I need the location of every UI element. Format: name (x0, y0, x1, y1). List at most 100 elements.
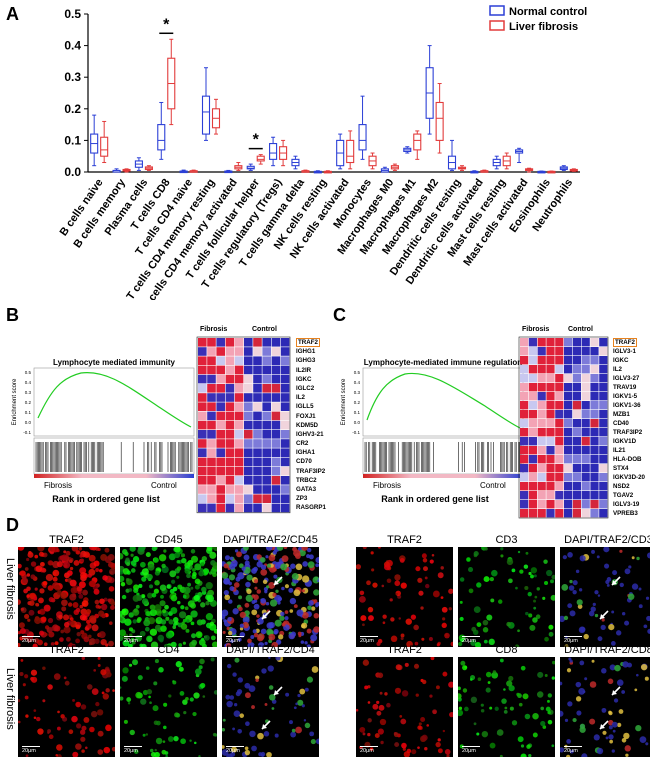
gene-label: CD40 (613, 420, 629, 428)
normal-box (492, 155, 501, 170)
normal-box (313, 170, 322, 174)
micrograph-image: 20μm (222, 657, 319, 757)
panel-letter-d: D (6, 515, 19, 535)
fibrosis-box (144, 165, 153, 171)
gsea-ytick: 0.0 (354, 420, 361, 425)
gsea-right-label-c: Control (480, 481, 506, 490)
micrograph-title: CD3 (495, 534, 518, 546)
gene-label: IGKV1D (613, 438, 637, 446)
normal-box (358, 95, 367, 160)
gene-label: STX4 (613, 465, 629, 473)
gsea-hit-bars-c (364, 442, 522, 472)
gene-label: IGLL5 (296, 403, 314, 411)
highlight-gene: TRAF2 (613, 338, 637, 347)
panel-letter-c: C (333, 305, 346, 325)
gsea-right-label-b: Control (151, 481, 177, 490)
fibrosis-box (435, 83, 444, 154)
gsea-yticks-c: 0.5 0.4 0.3 0.2 0.1 0.0 -0.1 (352, 370, 360, 435)
fibrosis-box (279, 139, 288, 167)
fibrosis-box (167, 38, 176, 126)
gsea-title-b: Lymphocyte mediated immunity (53, 358, 176, 367)
normal-box (112, 168, 121, 173)
normal-box (515, 147, 524, 164)
micrograph-title: TRAF2 (49, 644, 84, 656)
gsea-ytick: 0.4 (25, 380, 32, 385)
scale-bar-label: 20μm (462, 748, 476, 754)
gene-label: TRAF3IP2 (613, 429, 643, 437)
gsea-ylabel-c: Enrichment score (341, 378, 347, 425)
gsea-xlabel-b: Rank in ordered gene list (52, 494, 160, 504)
gene-label: IGHG1 (296, 348, 316, 356)
gene-label: IGLV3-1 (613, 348, 636, 356)
micrograph-title: TRAF2 (387, 644, 422, 656)
gene-label: IGKC (613, 357, 629, 365)
gsea-ytick: 0.1 (354, 410, 361, 415)
normal-box (425, 45, 434, 135)
heatmap-group-fibrosis-c: Fibrosis (522, 326, 550, 333)
gsea-ytick: 0.0 (25, 420, 32, 425)
y-tick-label: 0.0 (64, 165, 81, 179)
scale-bar-label: 20μm (124, 748, 138, 754)
normal-box (246, 163, 255, 171)
gene-label: IL2IR (296, 366, 312, 374)
normal-box (201, 67, 211, 141)
gsea-ytick: 0.2 (354, 400, 361, 405)
gsea-ytick: 0.3 (25, 390, 32, 395)
heatmap-c: Fibrosis Control TRAF2 IGLV3-1 IGKC IL2 IGLV… (518, 322, 650, 519)
micrograph-title: TRAF2 (49, 534, 84, 546)
gsea-ylabel-b: Enrichment score (12, 378, 18, 425)
gsea-plot-c: Lymphocyte-mediated immune regulation 0.… (341, 358, 524, 504)
micrograph-image: 20μm (120, 657, 217, 757)
scale-bar-label: 20μm (462, 638, 476, 644)
fibrosis-box (122, 168, 131, 173)
normal-box (336, 133, 345, 170)
normal-box (157, 101, 166, 160)
y-tick-label: 0.4 (64, 39, 81, 53)
fibrosis-box (323, 170, 332, 174)
gsea-ytick: 0.3 (354, 390, 361, 395)
y-tick-label: 0.1 (64, 133, 81, 147)
micrograph-title: CD8 (495, 644, 518, 656)
heatmap-b: Fibrosis Control TRAF2 IGHG1 IGHG3 IL2IR IGK… (196, 322, 336, 514)
fibrosis-box (346, 130, 355, 170)
scale-bar-label: 20μm (22, 748, 36, 754)
highlight-gene: TRAF2 (296, 338, 320, 348)
y-tick-label: 0.3 (64, 70, 81, 84)
gene-label: IL2 (613, 366, 622, 374)
gsea-left-label-b: Fibrosis (44, 481, 72, 490)
gene-label: TGAV2 (613, 492, 634, 500)
fibrosis-box (211, 98, 221, 135)
gene-label: IGLV3-19 (613, 501, 640, 509)
normal-box (447, 139, 457, 171)
gsea-ytick: 0.1 (25, 410, 32, 415)
gene-label: IGKV3D-20 (613, 474, 645, 482)
micrograph-image: 20μm (458, 547, 555, 647)
gene-label: ZP3 (296, 495, 308, 503)
micrograph-image: 20μm (222, 547, 319, 647)
gene-label: CR2 (296, 440, 309, 448)
scale-bar-label: 20μm (226, 748, 240, 754)
scale-bar-label: 20μm (360, 748, 374, 754)
micrograph-image: 20μm (458, 657, 555, 757)
gene-label: HLA-DOB (613, 456, 642, 464)
scale-bar-label: 20μm (22, 638, 36, 644)
normal-box (403, 146, 412, 154)
gsea-panel-b: Lymphocyte mediated immunity 0.5 0.4 0.3 0.… (6, 330, 196, 510)
gene-label: TRAV19 (613, 384, 637, 392)
gsea-ytick: -0.1 (352, 430, 360, 435)
boxplot-significance: ** (159, 16, 263, 150)
boxplot-boxes (90, 38, 578, 174)
micrograph-image: 20μm (356, 547, 453, 647)
gene-label: IL21 (613, 447, 626, 455)
gsea-ytick: 0.2 (25, 400, 32, 405)
scale-bar-label: 20μm (564, 748, 578, 754)
heatmap-grid-b (196, 336, 291, 514)
scale-bar-label: 20μm (360, 638, 374, 644)
micrograph-image: 20μm (120, 547, 217, 647)
fibrosis-box (569, 168, 578, 172)
fibrosis-box (189, 169, 198, 173)
gene-label: MZB1 (613, 411, 630, 419)
row-label-liver-fibrosis: Liver fibrosis (4, 668, 16, 730)
micrograph-image: 20μm (18, 657, 115, 757)
